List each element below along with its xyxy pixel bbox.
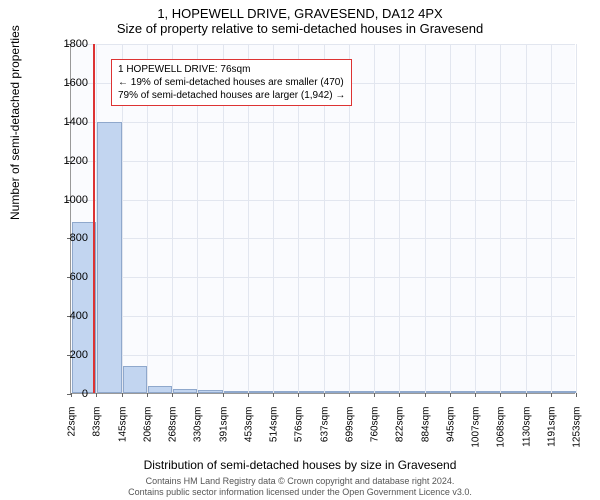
gridline-v (576, 44, 577, 393)
gridline-v (399, 44, 400, 393)
xtick-mark (475, 393, 476, 397)
histogram-bar (451, 391, 475, 393)
gridline-v (526, 44, 527, 393)
xtick-mark (122, 393, 123, 397)
annotation-line: ← 19% of semi-detached houses are smalle… (118, 76, 345, 89)
xtick-label: 822sqm (395, 407, 406, 457)
highlight-line (93, 44, 95, 393)
gridline-v (500, 44, 501, 393)
xtick-label: 1007sqm (471, 407, 482, 457)
histogram-bar (224, 391, 248, 393)
histogram-bar (476, 391, 500, 393)
footer-line1: Contains HM Land Registry data © Crown c… (0, 476, 600, 487)
ytick-label: 1600 (38, 77, 88, 89)
xtick-label: 1253sqm (572, 407, 583, 457)
ytick-label: 800 (38, 232, 88, 244)
xtick-mark (425, 393, 426, 397)
y-axis-title: Number of semi-detached properties (8, 25, 22, 220)
histogram-bar (325, 391, 349, 393)
xtick-mark (526, 393, 527, 397)
gridline-v (425, 44, 426, 393)
xtick-label: 637sqm (319, 407, 330, 457)
x-axis-title: Distribution of semi-detached houses by … (0, 458, 600, 472)
annotation-line: 79% of semi-detached houses are larger (… (118, 89, 345, 102)
annotation-line: 1 HOPEWELL DRIVE: 76sqm (118, 63, 345, 76)
ytick-label: 1200 (38, 155, 88, 167)
ytick-label: 1400 (38, 116, 88, 128)
xtick-mark (298, 393, 299, 397)
histogram-bar (97, 122, 121, 393)
xtick-mark (248, 393, 249, 397)
histogram-bar (123, 366, 147, 393)
xtick-mark (349, 393, 350, 397)
xtick-label: 760sqm (370, 407, 381, 457)
xtick-mark (399, 393, 400, 397)
xtick-label: 83sqm (92, 407, 103, 457)
xtick-mark (576, 393, 577, 397)
histogram-bar (375, 391, 399, 393)
histogram-bar (198, 390, 222, 393)
ytick-label: 1000 (38, 194, 88, 206)
title-main: 1, HOPEWELL DRIVE, GRAVESEND, DA12 4PX (0, 0, 600, 21)
chart-area: 1 HOPEWELL DRIVE: 76sqm← 19% of semi-det… (70, 44, 575, 394)
xtick-label: 576sqm (294, 407, 305, 457)
histogram-bar (527, 391, 551, 393)
histogram-bar (501, 391, 525, 393)
histogram-bar (249, 391, 273, 393)
xtick-label: 1068sqm (496, 407, 507, 457)
footer-line2: Contains public sector information licen… (0, 487, 600, 498)
xtick-mark (172, 393, 173, 397)
xtick-label: 453sqm (243, 407, 254, 457)
histogram-bar (148, 386, 172, 393)
ytick-label: 600 (38, 271, 88, 283)
xtick-label: 514sqm (269, 407, 280, 457)
annotation-box: 1 HOPEWELL DRIVE: 76sqm← 19% of semi-det… (111, 59, 352, 106)
xtick-mark (324, 393, 325, 397)
xtick-mark (223, 393, 224, 397)
xtick-mark (197, 393, 198, 397)
xtick-label: 330sqm (193, 407, 204, 457)
xtick-mark (147, 393, 148, 397)
xtick-label: 884sqm (420, 407, 431, 457)
gridline-v (374, 44, 375, 393)
plot-area: 1 HOPEWELL DRIVE: 76sqm← 19% of semi-det… (70, 44, 575, 394)
chart-container: 1, HOPEWELL DRIVE, GRAVESEND, DA12 4PX S… (0, 0, 600, 500)
gridline-v (551, 44, 552, 393)
gridline-v (450, 44, 451, 393)
gridline-v (475, 44, 476, 393)
xtick-mark (96, 393, 97, 397)
histogram-bar (552, 391, 576, 393)
histogram-bar (173, 389, 197, 393)
xtick-label: 699sqm (344, 407, 355, 457)
title-sub: Size of property relative to semi-detach… (0, 21, 600, 36)
histogram-bar (400, 391, 424, 393)
xtick-mark (551, 393, 552, 397)
ytick-label: 0 (38, 388, 88, 400)
ytick-label: 400 (38, 310, 88, 322)
xtick-label: 268sqm (168, 407, 179, 457)
xtick-mark (450, 393, 451, 397)
ytick-label: 1800 (38, 38, 88, 50)
xtick-label: 1191sqm (546, 407, 557, 457)
xtick-label: 206sqm (142, 407, 153, 457)
histogram-bar (426, 391, 450, 393)
xtick-mark (500, 393, 501, 397)
xtick-label: 22sqm (67, 407, 78, 457)
xtick-label: 945sqm (445, 407, 456, 457)
xtick-mark (273, 393, 274, 397)
ytick-label: 200 (38, 349, 88, 361)
xtick-label: 391sqm (218, 407, 229, 457)
xtick-label: 145sqm (117, 407, 128, 457)
histogram-bar (274, 391, 298, 393)
footer: Contains HM Land Registry data © Crown c… (0, 476, 600, 498)
xtick-label: 1130sqm (521, 407, 532, 457)
xtick-mark (374, 393, 375, 397)
histogram-bar (350, 391, 374, 393)
histogram-bar (299, 391, 323, 393)
